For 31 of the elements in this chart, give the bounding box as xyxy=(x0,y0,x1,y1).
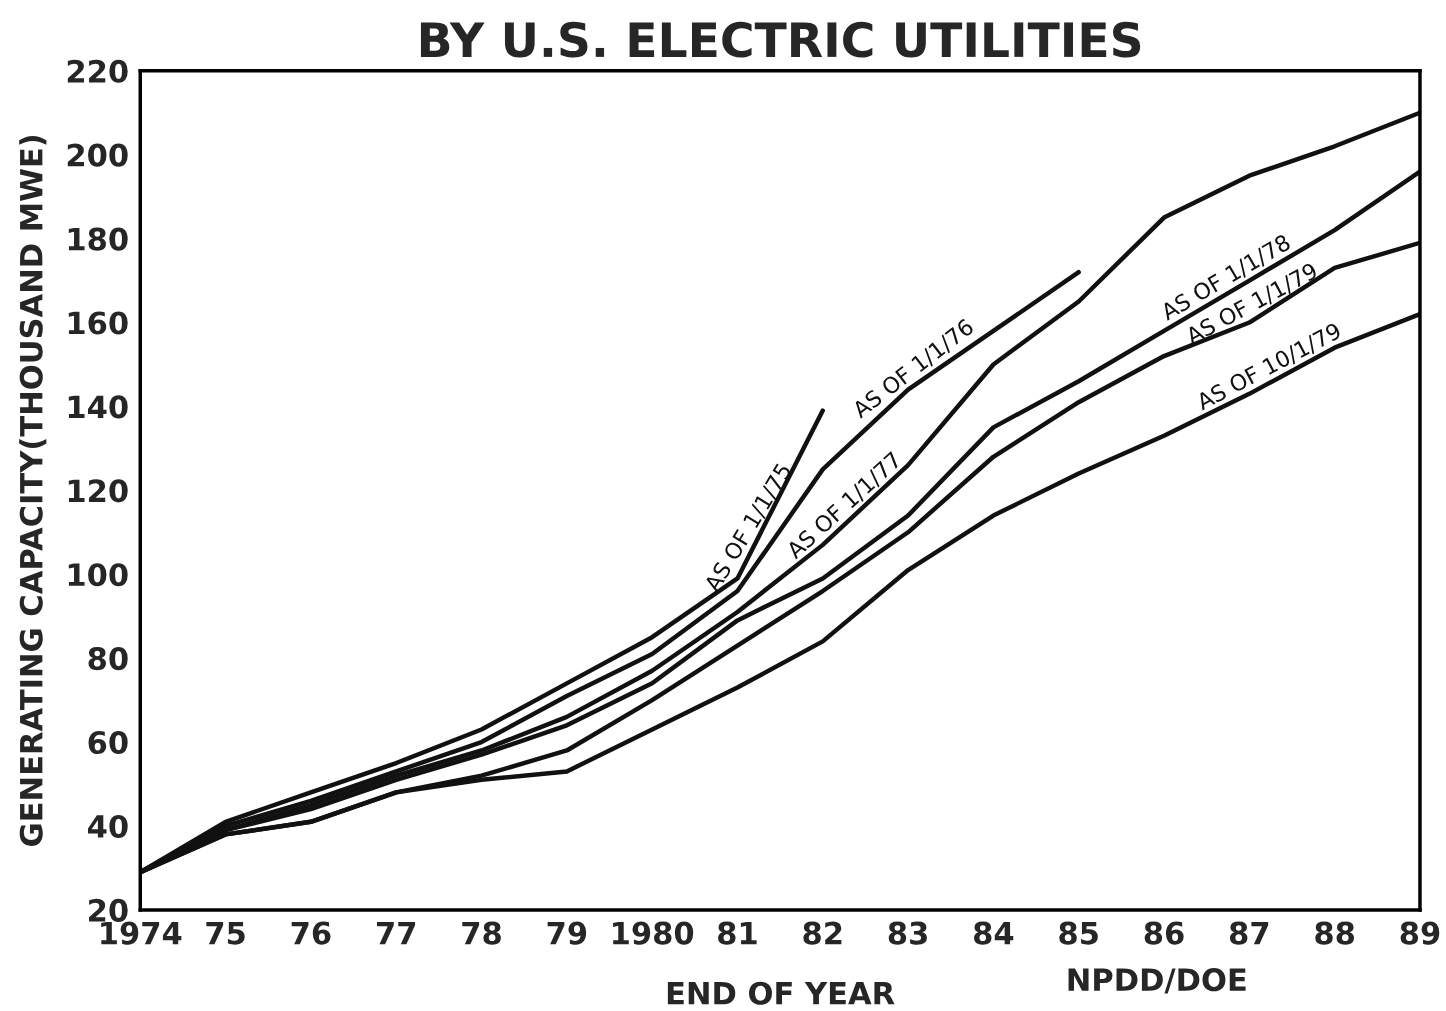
y-tick-label: 120 xyxy=(68,479,128,503)
x-tick-label: 88 xyxy=(1315,921,1355,945)
x-tick-label: 75 xyxy=(206,921,245,945)
x-axis-title: END OF YEAR xyxy=(667,981,895,1005)
x-tick-label: 1974 xyxy=(101,921,182,945)
x-tick-label: 76 xyxy=(291,921,331,945)
y-tick-label: 200 xyxy=(67,143,128,167)
x-tick-label: 87 xyxy=(1229,921,1269,945)
y-tick-label: 180 xyxy=(68,227,128,251)
x-tick-label: 77 xyxy=(376,921,416,945)
y-tick-label: 100 xyxy=(68,563,128,587)
y-tick-label: 220 xyxy=(67,59,128,83)
x-tick-label: 86 xyxy=(1144,921,1184,945)
x-tick-label: 79 xyxy=(547,921,587,945)
x-tick-label: 82 xyxy=(803,921,842,945)
x-tick-label: 84 xyxy=(974,921,1014,945)
text: NPDD/DOE xyxy=(1068,968,1246,994)
y-tick-label: 20 xyxy=(89,898,128,922)
x-tick-label: 85 xyxy=(1059,921,1098,945)
y-tick-label: 160 xyxy=(68,311,128,335)
x-tick-label: 89 xyxy=(1400,921,1440,945)
chart-title: BY U.S. ELECTRIC UTILITIES xyxy=(420,21,1141,58)
y-tick-label: 140 xyxy=(68,395,128,419)
x-tick-label: 81 xyxy=(718,921,757,945)
y-tick-label: 40 xyxy=(88,814,128,839)
x-tick-label: 83 xyxy=(888,921,927,945)
y-tick-label: 60 xyxy=(88,731,128,755)
y-axis-title: GENERATING CAPACITY(THOUSAND MWE) xyxy=(19,135,47,846)
x-tick-label: 78 xyxy=(462,921,501,945)
y-tick-label: 80 xyxy=(88,647,128,671)
x-tick-label: 1980 xyxy=(613,921,694,945)
